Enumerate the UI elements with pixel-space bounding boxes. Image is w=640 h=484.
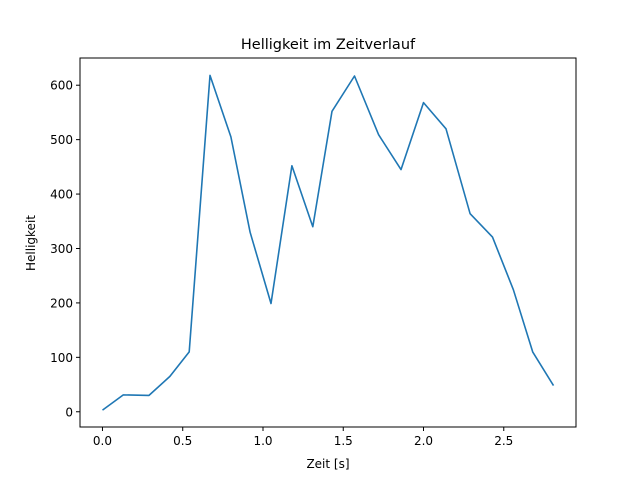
x-tick-label: 0.0 bbox=[93, 434, 112, 448]
y-tick-label: 100 bbox=[50, 351, 73, 365]
x-tick-label: 1.0 bbox=[253, 434, 272, 448]
y-tick-label: 0 bbox=[65, 405, 73, 419]
x-tick-label: 0.5 bbox=[173, 434, 192, 448]
y-tick-label: 600 bbox=[50, 79, 73, 93]
chart-title: Helligkeit im Zeitverlauf bbox=[241, 37, 416, 53]
axes-frame bbox=[79, 57, 577, 428]
y-tick-label: 400 bbox=[50, 188, 73, 202]
x-tick-label: 1.5 bbox=[334, 434, 353, 448]
x-tick-label: 2.0 bbox=[414, 434, 433, 448]
y-tick-label: 500 bbox=[50, 133, 73, 147]
y-axis-label: Helligkeit bbox=[24, 215, 38, 271]
x-axis-label: Zeit [s] bbox=[306, 457, 349, 471]
series-line-helligkeit bbox=[102, 74, 555, 411]
x-tick-label: 2.5 bbox=[494, 434, 513, 448]
y-tick-label: 200 bbox=[50, 296, 73, 310]
y-tick-label: 300 bbox=[50, 242, 73, 256]
